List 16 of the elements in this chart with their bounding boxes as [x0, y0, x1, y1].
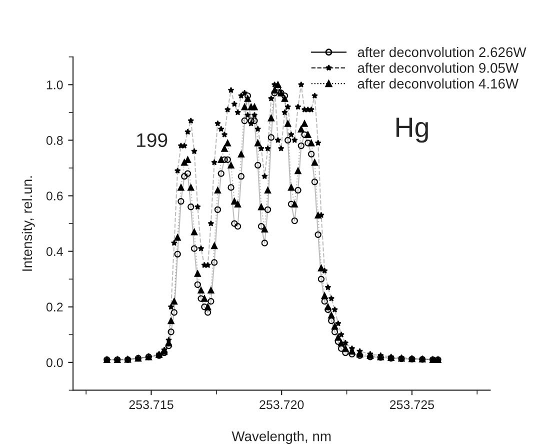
x-tick-label: 253.720 — [260, 400, 304, 410]
y-tick-label: 0.2 — [46, 302, 63, 312]
legend-label: after deconvolution 4.16W — [358, 78, 519, 89]
y-tick-label: 0.8 — [46, 136, 63, 145]
x-axis-title: Wavelength, nm — [232, 431, 331, 444]
legend-label: after deconvolution 2.626W — [358, 46, 526, 58]
y-tick-label: 0.0 — [46, 358, 63, 368]
x-tick-label: 253.715 — [129, 400, 174, 410]
legend-label: after deconvolution 9.05W — [358, 62, 519, 73]
annotation: Hg — [396, 118, 428, 143]
y-tick-label: 0.6 — [46, 192, 63, 200]
x-tick-label: 253.725 — [390, 400, 434, 410]
annotation: 199 — [137, 133, 168, 148]
y-tick-label: 1.0 — [46, 80, 63, 90]
y-axis-title: Intensity, rel.un. — [22, 176, 35, 271]
y-tick-label: 0.4 — [46, 247, 63, 256]
